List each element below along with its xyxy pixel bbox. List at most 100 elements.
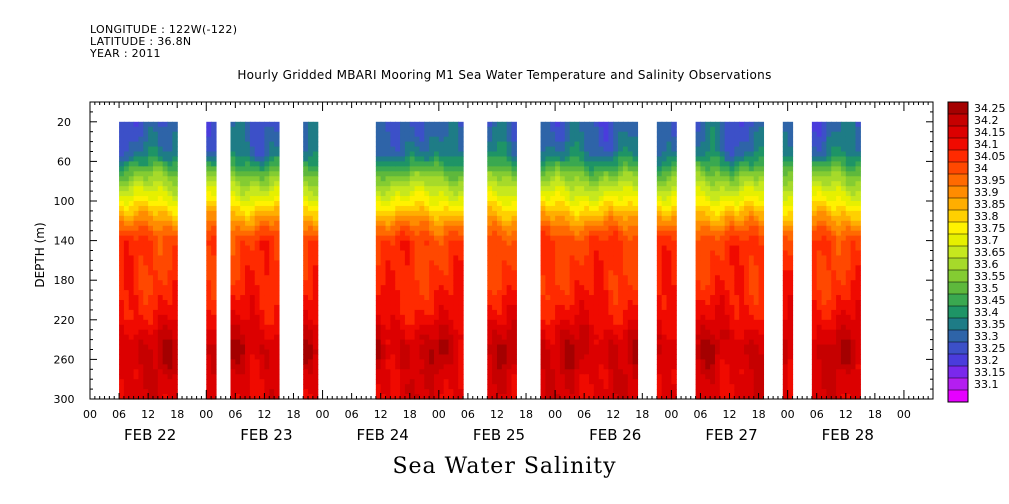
- data-cell: [249, 255, 256, 261]
- data-cell: [162, 334, 169, 341]
- data-cell: [143, 270, 149, 276]
- data-cell: [400, 181, 406, 187]
- data-cell: [206, 275, 212, 281]
- data-cell: [157, 255, 164, 261]
- data-cell: [458, 300, 464, 306]
- data-cell: [157, 196, 164, 202]
- data-cell: [259, 210, 266, 217]
- data-cell: [496, 141, 503, 148]
- data-cell: [167, 146, 173, 153]
- data-cell: [448, 210, 454, 217]
- data-cell: [705, 309, 711, 316]
- data-cell: [579, 309, 585, 316]
- data-cell: [753, 146, 760, 153]
- data-cell: [589, 136, 595, 143]
- data-cell: [564, 126, 571, 133]
- data-cell: [540, 280, 547, 286]
- data-cell: [511, 131, 517, 138]
- data-cell: [739, 334, 745, 341]
- data-cell: [734, 136, 740, 143]
- data-cell: [157, 205, 164, 212]
- data-cell: [559, 136, 566, 143]
- data-cell: [157, 265, 164, 271]
- data-cell: [443, 161, 450, 167]
- data-cell: [308, 339, 314, 346]
- data-cell: [409, 255, 416, 261]
- data-cell: [739, 314, 745, 321]
- data-cell: [448, 181, 454, 187]
- data-cell: [506, 369, 513, 375]
- data-cell: [710, 121, 716, 128]
- data-cell: [603, 319, 609, 326]
- data-cell: [269, 205, 275, 212]
- data-cell: [714, 156, 721, 162]
- data-cell: [579, 171, 585, 177]
- data-cell: [148, 290, 154, 296]
- data-cell: [162, 230, 169, 237]
- data-cell: [729, 255, 735, 261]
- data-cell: [206, 290, 212, 296]
- data-cell: [162, 166, 169, 172]
- data-cell: [274, 344, 280, 351]
- data-cell: [400, 314, 406, 321]
- data-cell: [492, 389, 498, 395]
- data-cell: [274, 379, 280, 385]
- data-cell: [734, 156, 740, 162]
- data-cell: [632, 394, 639, 400]
- data-cell: [458, 304, 464, 311]
- data-cell: [666, 250, 672, 257]
- data-cell: [119, 290, 125, 296]
- data-cell: [143, 210, 149, 217]
- data-cell: [419, 191, 425, 197]
- data-cell: [211, 225, 217, 232]
- data-cell: [419, 136, 425, 143]
- data-cell: [443, 220, 450, 227]
- data-cell: [211, 121, 217, 128]
- data-cell: [627, 314, 634, 321]
- data-cell: [593, 319, 600, 326]
- data-cell: [128, 270, 135, 276]
- data-cell: [627, 260, 634, 266]
- data-cell: [380, 131, 387, 138]
- data-cell: [448, 161, 454, 167]
- data-cell: [152, 171, 159, 177]
- data-cell: [438, 364, 445, 370]
- data-cell: [496, 176, 503, 182]
- data-cell: [458, 334, 464, 341]
- data-cell: [230, 339, 236, 346]
- data-cell: [230, 300, 236, 306]
- data-cell: [603, 240, 609, 247]
- data-cell: [506, 300, 513, 306]
- data-cell: [448, 171, 454, 177]
- data-cell: [312, 215, 319, 222]
- data-cell: [569, 304, 576, 311]
- data-cell: [245, 334, 251, 341]
- data-cell: [148, 364, 154, 370]
- data-cell: [438, 309, 445, 316]
- data-cell: [264, 270, 270, 276]
- data-cell: [627, 210, 634, 217]
- data-cell: [303, 225, 309, 232]
- data-cell: [564, 230, 571, 237]
- data-cell: [157, 166, 164, 172]
- data-cell: [710, 369, 716, 375]
- data-cell: [152, 275, 159, 281]
- data-cell: [758, 309, 765, 316]
- data-cell: [622, 379, 629, 385]
- data-cell: [603, 339, 609, 346]
- data-cell: [240, 225, 246, 232]
- data-cell: [206, 220, 212, 227]
- data-cell: [545, 275, 551, 281]
- data-cell: [511, 161, 517, 167]
- data-cell: [274, 309, 280, 316]
- data-cell: [429, 161, 435, 167]
- data-cell: [511, 309, 517, 316]
- data-cell: [598, 384, 605, 390]
- data-cell: [487, 126, 493, 133]
- data-cell: [622, 394, 629, 400]
- data-cell: [133, 146, 140, 153]
- data-cell: [753, 151, 760, 158]
- data-cell: [172, 334, 178, 341]
- data-cell: [695, 319, 702, 326]
- data-cell: [303, 210, 309, 217]
